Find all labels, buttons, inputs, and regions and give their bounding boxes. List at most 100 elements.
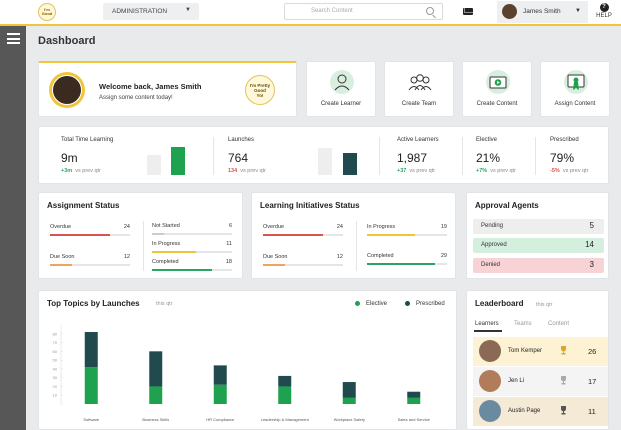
stat-label: Elective [476,137,498,143]
x-tick-label: HR Compliance [206,417,235,422]
approval-label: Denied [481,262,501,268]
stat-compare: 134 vs prev qtr [228,168,266,174]
action-label: Create Content [476,101,518,107]
status-in-progress[interactable]: In Progress 19 [367,224,447,236]
divider [356,221,357,271]
company-logo[interactable]: I'm Good [38,3,56,21]
tab-teams[interactable]: Teams [514,321,532,327]
avatar [49,72,85,108]
legend-label: Prescribed [416,301,445,308]
help-button[interactable]: ? HELP [593,3,615,19]
bar-elective [213,384,227,404]
legend-swatch [355,301,360,306]
menu-icon[interactable] [7,33,20,47]
stat-launches: Launches 764 134 vs prev qtr [228,127,388,185]
learner-name: Austin Page [508,408,541,414]
status-count: 24 [123,224,130,230]
stat-delta: 134 [228,168,238,174]
status-completed[interactable]: Completed 29 [367,253,447,265]
stat-delta: +7% [476,168,488,174]
status-label: Completed [367,253,394,259]
stat-delta: +37 [397,168,407,174]
action-label: Create Learner [320,101,362,107]
approval-approved[interactable]: Approved 14 [473,238,604,253]
user-name: James Smith [523,8,561,15]
stat-compare: -5% vs prev qtr [550,168,589,174]
x-tick-label: Software [83,417,100,422]
learner-name: Jen Li [508,378,525,384]
status-due-soon[interactable]: Due Soon 12 [263,254,343,266]
stat-compare-text: vs prev qtr [562,168,589,174]
bar-elective [84,367,98,404]
status-label: Due Soon [50,254,75,260]
initiatives-status-card: Learning Initiatives Status Overdue 24 Du… [251,192,456,279]
status-label: Completed [152,259,179,265]
section-title: Learning Initiatives Status [260,201,360,210]
status-count: 11 [226,241,232,247]
status-overdue[interactable]: Overdue 24 [263,224,343,236]
stat-time-learning: Total Time Learning 9m +3m vs prev qtr [61,127,221,185]
leaderboard-row[interactable]: Austin Page 11 [473,397,608,426]
legend-elective: Elective [355,301,387,307]
progress-fill [152,233,164,235]
avatar [479,400,501,422]
status-due-soon[interactable]: Due Soon 12 [50,254,130,266]
stat-prescribed: Prescribed 79% -5% vs prev qtr [550,127,608,185]
progress-track [50,264,130,266]
active-tab-indicator [474,330,502,332]
tab-learners[interactable]: Learners [475,321,499,327]
status-count: 24 [336,224,343,230]
trophy-icon [561,376,566,385]
approval-pending[interactable]: Pending 5 [473,219,604,234]
create-team-button[interactable]: Create Team [384,61,454,117]
search-input[interactable]: Search Content [284,3,443,20]
status-label: In Progress [367,224,396,230]
y-tick-label: 30 [53,375,58,380]
stat-compare: +7% vs prev qtr [476,168,516,174]
progress-track [152,269,232,271]
action-label: Assign Content [554,101,596,107]
y-tick-label: 10 [53,393,58,398]
create-learner-button[interactable]: Create Learner [306,61,376,117]
search-icon[interactable] [426,7,434,15]
status-not-started[interactable]: Not Started 6 [152,223,232,235]
progress-track [367,263,447,265]
status-label: Overdue [50,224,72,230]
top-bar: I'm Good ADMINISTRATION ▼ Search Content … [0,0,621,26]
progress-fill [50,234,110,236]
top-topics-card: Top Topics by Launches this qtr Elective… [38,290,457,430]
stat-delta: +3m [61,168,73,174]
divider [535,137,536,175]
mail-icon[interactable] [463,8,473,15]
status-in-progress[interactable]: In Progress 11 [152,241,232,253]
user-menu[interactable]: James Smith ▼ [497,1,588,23]
tab-content[interactable]: Content [548,321,570,327]
create-content-button[interactable]: Create Content [462,61,532,117]
approval-count: 3 [589,260,594,269]
role-select[interactable]: ADMINISTRATION ▼ [103,3,199,20]
leaderboard-row[interactable]: Tom Kemper 26 [473,337,608,366]
y-tick-label: 80 [53,331,58,336]
search-placeholder: Search Content [311,8,353,14]
stat-value: 9m [61,151,78,165]
welcome-title: Welcome back, James Smith [99,82,202,91]
bar-elective [278,386,292,404]
assign-content-button[interactable]: Assign Content [540,61,610,117]
trophy-icon [561,406,566,415]
bar-prescribed [342,382,356,398]
learner-score: 11 [588,407,596,416]
help-icon: ? [599,3,609,12]
bar-elective [149,386,163,404]
status-count: 12 [123,254,130,260]
progress-fill [367,263,435,265]
bar-prescribed [84,332,98,368]
status-overdue[interactable]: Overdue 24 [50,224,130,236]
leaderboard-row[interactable]: Jen Li 17 [473,367,608,396]
x-tick-label: Leadership & Management [261,417,310,422]
approval-denied[interactable]: Denied 3 [473,258,604,273]
welcome-card: Welcome back, James Smith Assign some co… [38,61,297,117]
progress-fill [152,269,212,271]
status-label: In Progress [152,241,181,247]
sidebar [0,26,26,430]
status-completed[interactable]: Completed 18 [152,259,232,271]
